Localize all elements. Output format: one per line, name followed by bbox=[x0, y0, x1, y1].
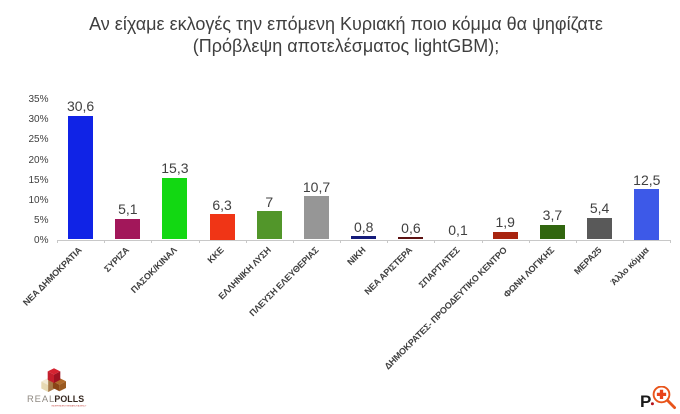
svg-text:POLLS: POLLS bbox=[54, 394, 84, 404]
svg-text:P: P bbox=[640, 392, 651, 411]
svg-text:REAL: REAL bbox=[27, 393, 55, 404]
svg-text:INDEPENDENT RESEARCH AGENCY: INDEPENDENT RESEARCH AGENCY bbox=[52, 404, 88, 407]
